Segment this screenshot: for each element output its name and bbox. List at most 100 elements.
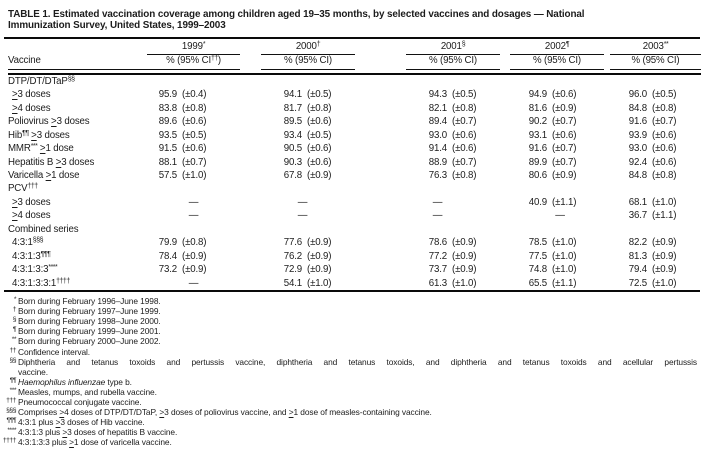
footnote-text: Haemophilus influenzae type b. <box>18 376 132 387</box>
ci-value: (±0.9) <box>652 237 677 249</box>
pct-value: 90.5 <box>283 143 302 155</box>
footnote-marker: †† <box>9 346 16 354</box>
footnote: **** 4:3:1:3 plus >3 doses of hepatitis B… <box>2 427 697 437</box>
pct-value: 81.6 <box>528 102 547 114</box>
vaccine-label: 4:3:1:3¶¶¶ <box>12 250 51 262</box>
pct-value: 84.8 <box>628 169 647 181</box>
pct-value: 91.6 <box>628 116 647 128</box>
ci-value: (±0.6) <box>452 129 477 141</box>
footnote-marker: * <box>13 296 17 304</box>
footnote-marker-ref: **** <box>48 264 58 272</box>
footnote-text: Diphtheria and tetanus toxoids and pertu… <box>18 356 697 377</box>
table-row: 4:3:1:3¶¶¶ 78.4 (±0.9) 76.2 (±0.9) 77.2 (±0.9)… <box>8 250 701 263</box>
ci-value: (±0.8) <box>652 169 677 181</box>
ci-value: (±1.1) <box>552 196 577 208</box>
pct-value: 78.6 <box>428 237 447 249</box>
ci-value: (±0.9) <box>452 237 477 249</box>
ci-value: (±0.7) <box>452 156 477 168</box>
pct-value: 79.4 <box>628 264 647 276</box>
header-thick-rule <box>8 69 701 75</box>
ci-value: (±0.6) <box>182 116 207 128</box>
pct-value: 88.1 <box>158 156 177 168</box>
ci-value: (±0.9) <box>652 250 677 262</box>
footnote-marker: § <box>12 316 17 324</box>
footnote-marker-ref: † <box>316 40 321 48</box>
vaccine-label: 4:3:1§§§ <box>12 237 43 249</box>
ci-value: (±1.0) <box>552 250 577 262</box>
footnote-marker: §§ <box>9 356 16 364</box>
pct-value: 96.0 <box>628 89 647 101</box>
vaccine-label: Varicella >1 dose <box>8 169 80 181</box>
footnote: * Born during February 1996–June 1998. <box>2 296 697 306</box>
footnote: §§ Diphtheria and tetanus toxoids and per… <box>2 357 697 377</box>
vaccine-label: Hib¶¶ >3 doses <box>8 129 70 141</box>
pct-value: 81.3 <box>628 250 647 262</box>
footnote-marker: †††† <box>2 437 17 445</box>
year-header-1999: 1999* <box>147 39 240 56</box>
footnote-marker: ¶ <box>12 326 17 334</box>
corner-cell <box>8 39 147 56</box>
table-header: 1999* 2000† 2001§ 2002¶ 2003** Vaccine% (95% … <box>8 39 701 75</box>
ci-value: (±1.0) <box>552 237 577 249</box>
table-row: >3 doses — — — 40.9 (±1.1) 68.1 (±1.0) <box>8 196 701 209</box>
ci-value: (±0.9) <box>307 250 332 262</box>
pct-value: 93.1 <box>528 129 547 141</box>
vaccine-label: 4:3:1:3:3:1†††† <box>12 277 70 289</box>
footnote-text: Born during February 1996–June 1998. <box>18 296 161 307</box>
footnote: *** Measles, mumps, and rubella vaccine. <box>2 387 697 397</box>
pct-value: 54.1 <box>283 277 302 289</box>
footnote-text: Born during February 1997–June 1999. <box>18 306 161 317</box>
footnote-marker: ** <box>11 336 17 344</box>
geq-symbol: > <box>12 89 18 101</box>
pct-value: 73.7 <box>428 264 447 276</box>
footnote-marker: *** <box>9 386 17 394</box>
no-data-dash: — <box>432 196 443 208</box>
vaccine-label: PCV††† <box>8 183 38 195</box>
pct-value: 78.5 <box>528 237 547 249</box>
empty-cells <box>147 223 701 236</box>
footnote: §§§ Comprises >4 doses of DTP/DT/DTaP, >3… <box>2 407 697 417</box>
footnote-marker-ref: ¶¶ <box>22 129 29 137</box>
footnote-marker-ref: ** <box>663 40 669 48</box>
footnote-text: 4:3:1 plus >3 doses of Hib vaccine. <box>18 417 145 428</box>
table-row: MMR*** >1 dose 91.5 (±0.6) 90.5 (±0.6) 91.4 (±… <box>8 142 701 155</box>
pct-value: 76.3 <box>428 169 447 181</box>
pct-value: 74.8 <box>528 264 547 276</box>
pct-value: 67.8 <box>283 169 302 181</box>
ci-value: (±0.6) <box>307 143 332 155</box>
ci-value: (±0.9) <box>552 102 577 114</box>
vaccine-column-header: Vaccine <box>8 55 147 70</box>
ci-value: (±0.7) <box>552 156 577 168</box>
table-row: >4 doses — — — — 36.7 (±1.1) <box>8 209 701 222</box>
vaccine-label: >3 doses <box>12 196 51 208</box>
ci-value: (±0.5) <box>307 89 332 101</box>
footnote-marker: † <box>12 306 17 314</box>
ci-column-header: % (95% CI) <box>510 55 610 70</box>
table-body: DTP/DT/DTaP§§ >3 doses 95.9 (±0.4) 94.1 (±0.5… <box>8 74 701 290</box>
pct-value: 72.9 <box>283 264 302 276</box>
no-data-dash: — <box>188 196 199 208</box>
geq-symbol: > <box>12 102 18 114</box>
ci-value: (±0.6) <box>652 129 677 141</box>
vaccination-coverage-table: 1999* 2000† 2001§ 2002¶ 2003** Vaccine% (95% … <box>8 39 701 290</box>
footnote: †† Confidence interval. <box>2 347 697 357</box>
ci-value: (±0.6) <box>652 156 677 168</box>
footnotes: * Born during February 1996–June 1998. † Bo… <box>2 296 697 447</box>
pct-value: 80.6 <box>528 169 547 181</box>
ci-value: (±1.1) <box>552 277 577 289</box>
pct-value: 89.9 <box>528 156 547 168</box>
pct-value: 79.9 <box>158 237 177 249</box>
ci-value: (±1.0) <box>307 277 332 289</box>
geq-symbol: > <box>62 427 68 438</box>
table-row: 4:3:1:3:3:1†††† — 54.1 (±1.0) 61.3 (±1.0) 65.5… <box>8 277 701 290</box>
footnote: ††† Pneumococcal conjugate vaccine. <box>2 397 697 407</box>
pct-value: 73.2 <box>158 264 177 276</box>
footnote-marker: §§§ <box>6 407 16 415</box>
ci-value: (±0.7) <box>182 156 207 168</box>
footnote: †††† 4:3:1:3:3 plus >1 dose of varicella … <box>2 437 697 447</box>
pct-value: 82.1 <box>428 102 447 114</box>
footnote: § Born during February 1998–June 2000. <box>2 316 697 326</box>
ci-value: (±0.6) <box>652 143 677 155</box>
table-row: 4:3:1:3:3**** 73.2 (±0.9) 72.9 (±0.9) 73.7 (±0… <box>8 263 701 276</box>
ci-column-header: % (95% CI††) <box>147 55 240 70</box>
